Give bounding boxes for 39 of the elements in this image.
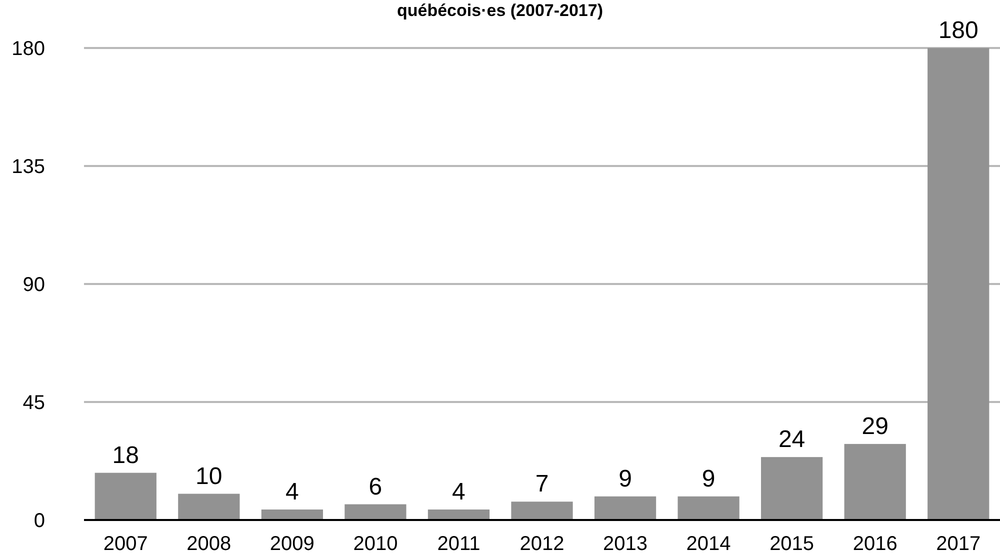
data-label: 10: [196, 462, 222, 490]
x-tick-label: 2008: [186, 533, 232, 555]
y-tick-label: 135: [12, 156, 45, 178]
x-tick-label: 2011: [437, 533, 480, 555]
x-tick-label: 2014: [686, 533, 731, 555]
x-tick-label: 2009: [270, 533, 314, 555]
data-label: 24: [778, 426, 806, 454]
y-tick-label: 0: [34, 510, 45, 532]
bar: [178, 494, 240, 520]
y-tick-label: 180: [12, 38, 45, 60]
data-label: 6: [368, 473, 382, 500]
x-tick-label: 2017: [936, 533, 981, 555]
y-tick-label: 45: [22, 392, 45, 414]
bar: [928, 48, 990, 520]
data-label: 9: [618, 465, 632, 492]
x-tick-label: 2012: [520, 533, 564, 555]
bar: [594, 496, 656, 520]
data-label: 180: [938, 17, 978, 44]
data-label: 9: [702, 465, 716, 492]
x-tick-label: 2007: [103, 533, 148, 555]
data-label: 4: [286, 478, 299, 506]
bar: [344, 504, 406, 520]
x-tick-label: 2010: [353, 533, 398, 555]
x-tick-label: 2016: [852, 533, 898, 555]
bar: [511, 502, 573, 520]
bar: [428, 510, 490, 520]
data-label: 4: [452, 478, 466, 506]
x-tick-label: 2015: [770, 533, 814, 555]
bar: [761, 457, 823, 520]
bar: [261, 510, 323, 520]
bar: [844, 444, 906, 520]
data-label: 18: [112, 442, 139, 469]
chart-title: québécois·es (2007-2017): [397, 1, 603, 20]
x-tick-label: 2013: [603, 533, 648, 555]
bar: [678, 496, 740, 520]
bar: [94, 472, 156, 520]
data-label: 29: [862, 412, 888, 440]
data-label: 7: [535, 470, 549, 498]
y-tick-label: 90: [22, 274, 45, 296]
